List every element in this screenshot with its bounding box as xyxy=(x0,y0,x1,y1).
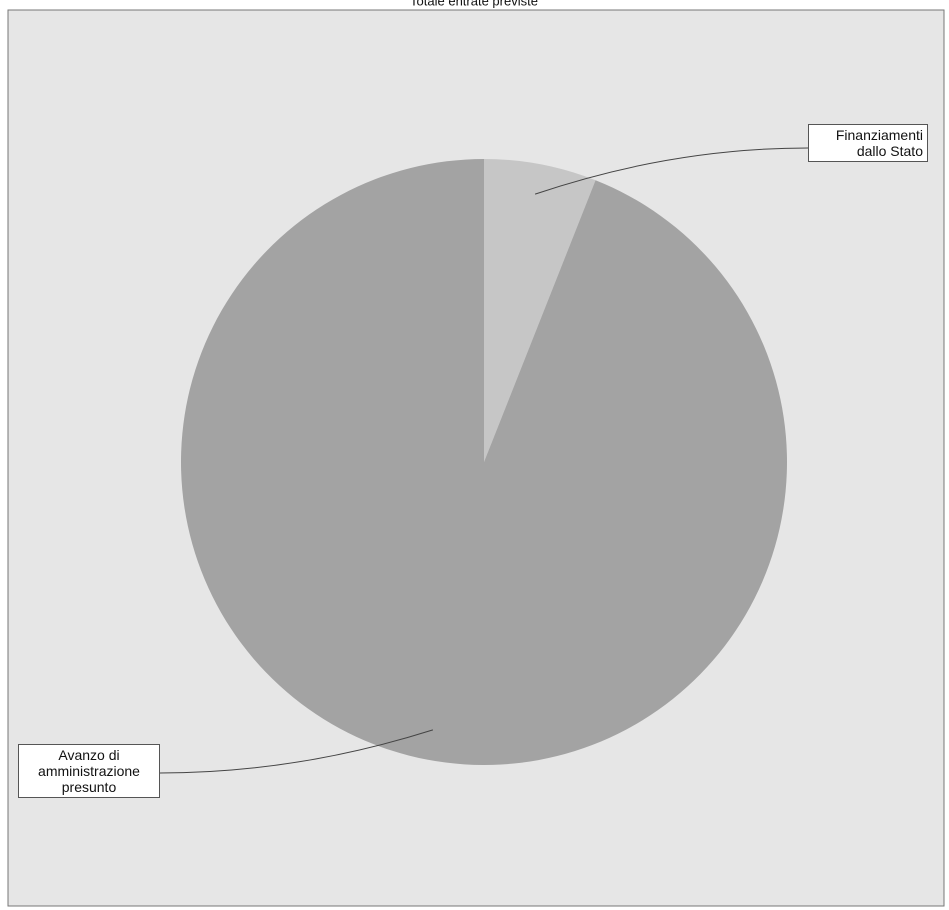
chart-title: Totale entrate previste xyxy=(410,0,538,8)
slice-label: Finanziamenti dallo Stato xyxy=(808,124,928,162)
pie-slice xyxy=(181,159,788,766)
pie-slice xyxy=(484,159,596,462)
leader-line xyxy=(159,729,434,774)
leader-line xyxy=(534,147,809,195)
slice-label: Avanzo di amministrazione presunto xyxy=(18,744,160,798)
